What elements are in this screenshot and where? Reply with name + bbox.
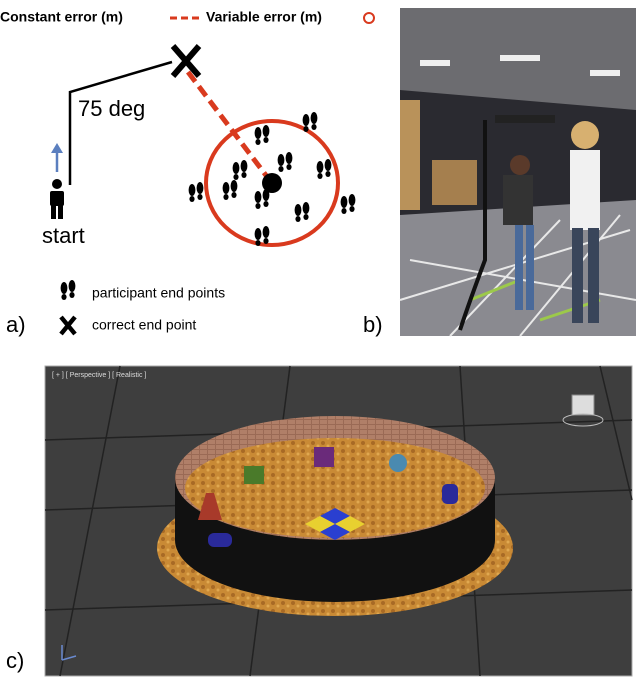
- key-x-mark: [59, 315, 77, 336]
- sphere-object: [389, 454, 407, 472]
- path-line: [68, 60, 173, 185]
- panel-a: Constant error (m) Variable error (m) 75…: [0, 9, 375, 337]
- arena-floor: [185, 438, 485, 538]
- angle-label: 75 deg: [78, 96, 145, 121]
- panel-label: c): [6, 648, 24, 673]
- checker: [305, 508, 365, 540]
- viewport-label: [ + ] [ Perspective ] [ Realistic ]: [52, 372, 146, 379]
- variable-error-circle: [204, 119, 340, 247]
- panel-label: a): [6, 312, 26, 337]
- panel-label: b): [363, 312, 383, 337]
- person-icon: [50, 179, 64, 219]
- cube-object: [244, 466, 264, 484]
- legend-constant: Constant error (m): [0, 9, 123, 25]
- cylinder-object: [208, 533, 232, 547]
- box-object: [314, 447, 334, 467]
- key-correct: correct end point: [92, 317, 196, 333]
- constant-error-line: [186, 70, 270, 180]
- cylinder-object: [442, 484, 458, 504]
- correct-end-mark: [170, 44, 202, 78]
- panel-b: b): [363, 8, 636, 337]
- legend-circle: [363, 12, 375, 24]
- cone-object: [198, 493, 222, 520]
- axis-gizmo: [61, 645, 77, 661]
- legend-variable: Variable error (m): [206, 9, 322, 25]
- key-participant: participant end points: [92, 285, 225, 301]
- panel-c: [ + ] [ Perspective ] [ Realistic ] c): [6, 365, 633, 677]
- view-cube: [571, 394, 595, 416]
- mean-end-point: [262, 173, 282, 193]
- arrow-head: [51, 143, 63, 153]
- start-label: start: [42, 223, 85, 248]
